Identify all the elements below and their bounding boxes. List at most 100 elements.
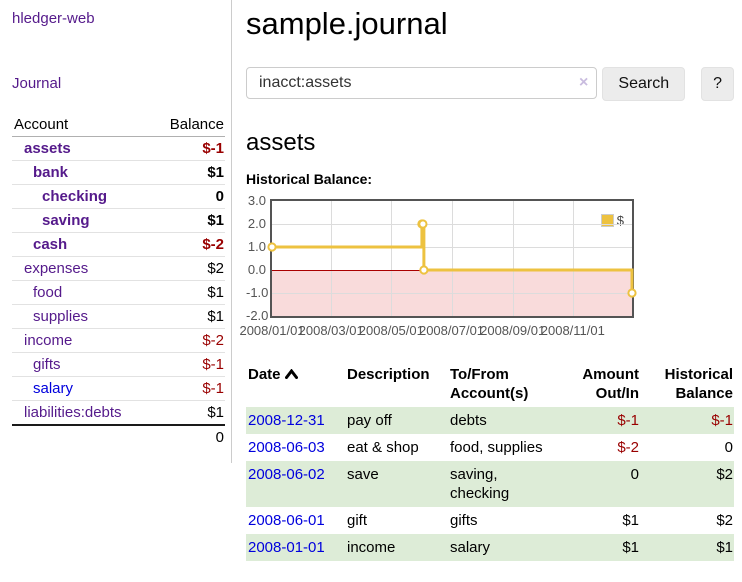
transaction-accounts: debts	[450, 412, 487, 429]
gridline	[512, 201, 514, 316]
x-axis-label: 2008/07/01	[418, 323, 485, 338]
accounts-table-body: assets $-1 bank $1 checking 0 saving $1 …	[12, 137, 225, 425]
register-header-amount: Amount Out/In	[582, 366, 639, 402]
transaction-date-link[interactable]: 2008-01-01	[248, 539, 325, 556]
account-balance: $1	[152, 208, 225, 233]
data-point-marker	[267, 242, 277, 252]
register-row: 2008-12-31 pay off debts $-1 $-1	[246, 407, 734, 434]
accounts-header-balance: Balance	[152, 113, 225, 137]
register-header-accounts: To/From Account(s)	[450, 366, 529, 402]
register-row: 2008-06-01 gift gifts $1 $2	[246, 507, 734, 534]
account-row: assets $-1	[12, 137, 225, 161]
x-axis-label: 2008/03/01	[298, 323, 364, 338]
account-link[interactable]: supplies	[33, 308, 89, 325]
account-row: salary $-1	[12, 376, 225, 401]
transaction-balance: $1	[716, 539, 733, 556]
data-point-marker	[419, 265, 429, 275]
transaction-balance: 0	[724, 439, 733, 456]
series-line	[272, 222, 634, 293]
chart-title: Historical Balance:	[246, 171, 373, 187]
x-axis-label: 2008/11/01	[540, 323, 605, 338]
account-link[interactable]: bank	[33, 164, 69, 181]
nav-journal-link[interactable]: Journal	[12, 75, 62, 92]
accounts-table: Account Balance assets $-1 bank $1 check…	[12, 113, 225, 449]
transaction-balance: $-1	[711, 412, 733, 429]
y-axis-label: -2.0	[246, 308, 269, 323]
historical-balance-chart: $ 3.0 2.0 1.0 0.0 -1.0 -2.0 2008/01/01 2008/03/…	[239, 191, 646, 341]
account-link[interactable]: checking	[42, 188, 108, 205]
transaction-description: pay off	[347, 412, 392, 429]
account-row: income $-2	[12, 328, 225, 353]
page-title: sample.journal	[246, 6, 448, 41]
account-link[interactable]: liabilities:debts	[24, 404, 122, 421]
transaction-date-link[interactable]: 2008-06-02	[248, 466, 325, 483]
account-link[interactable]: expenses	[24, 260, 89, 277]
transaction-accounts: saving, checking	[450, 466, 510, 502]
y-axis-label: 0.0	[247, 262, 266, 277]
account-row: bank $1	[12, 160, 225, 185]
accounts-total-row: 0	[12, 424, 225, 449]
x-axis-label: 2008/01/01	[239, 323, 305, 338]
transaction-amount: $-2	[617, 439, 639, 456]
transaction-accounts: gifts	[450, 512, 478, 529]
search-input[interactable]	[246, 67, 598, 99]
gridline	[391, 201, 393, 316]
account-row: supplies $1	[12, 304, 225, 329]
transaction-date-link[interactable]: 2008-06-03	[248, 439, 325, 456]
transaction-amount: 0	[630, 466, 639, 483]
chart-plot-area: $	[267, 199, 637, 318]
main-content: sample.journal × Search ? assets Histori…	[232, 0, 742, 561]
account-balance: 0	[152, 184, 225, 209]
account-balance: $-1	[152, 352, 225, 377]
accounts-header-account: Account	[12, 113, 153, 137]
register-header-row: Date Description To/From Account(s) Amou…	[246, 361, 734, 407]
sidebar-nav: Journal	[12, 75, 231, 93]
account-row: food $1	[12, 280, 225, 305]
account-link[interactable]: assets	[24, 140, 71, 157]
y-axis-label: 1.0	[247, 239, 266, 254]
accounts-total-spacer	[12, 424, 153, 449]
search-form: × Search ?	[246, 67, 734, 101]
account-row: liabilities:debts $1	[12, 400, 225, 425]
data-point-marker	[418, 219, 428, 229]
account-row: checking 0	[12, 184, 225, 209]
transaction-description: gift	[347, 512, 368, 529]
register-header-date[interactable]: Date	[246, 361, 345, 407]
search-button[interactable]: Search	[602, 67, 686, 101]
register-row: 2008-01-01 income salary $1 $1	[246, 534, 734, 561]
account-link[interactable]: food	[33, 284, 63, 301]
account-row: saving $1	[12, 208, 225, 233]
app-title: hledger-web	[12, 10, 231, 28]
account-balance: $1	[152, 400, 225, 425]
account-balance: $1	[152, 280, 225, 305]
register-row: 2008-06-03 eat & shop food, supplies $-2…	[246, 434, 734, 461]
transaction-description: save	[347, 466, 379, 483]
register-row: 2008-06-02 save saving, checking 0 $2	[246, 461, 734, 507]
account-balance: $2	[152, 256, 225, 281]
gridline	[451, 201, 453, 316]
account-balance: $-1	[152, 376, 225, 401]
clear-search-icon[interactable]: ×	[579, 74, 589, 91]
account-link[interactable]: saving	[42, 212, 90, 229]
register-header-balance: Historical Balance	[664, 366, 733, 402]
account-heading: assets	[246, 129, 316, 156]
transaction-amount: $-1	[617, 412, 639, 429]
register-table: Date Description To/From Account(s) Amou…	[246, 361, 734, 561]
y-axis-label: 2.0	[247, 216, 266, 231]
gridline	[572, 201, 574, 316]
account-balance: $-1	[202, 140, 224, 157]
search-box: ×	[246, 67, 598, 101]
accounts-header-row: Account Balance	[12, 113, 225, 137]
transaction-description: eat & shop	[347, 439, 419, 456]
transaction-date-link[interactable]: 2008-12-31	[248, 412, 325, 429]
register-header-description: Description	[347, 366, 430, 383]
balance-series	[267, 219, 637, 298]
accounts-total-value: 0	[152, 424, 225, 449]
account-link[interactable]: income	[24, 332, 73, 349]
account-link[interactable]: gifts	[33, 356, 61, 373]
transaction-date-link[interactable]: 2008-06-01	[248, 512, 325, 529]
help-button[interactable]: ?	[701, 67, 734, 101]
app-title-link[interactable]: hledger-web	[12, 10, 95, 27]
account-link[interactable]: salary	[33, 380, 74, 397]
account-link[interactable]: cash	[33, 236, 68, 253]
